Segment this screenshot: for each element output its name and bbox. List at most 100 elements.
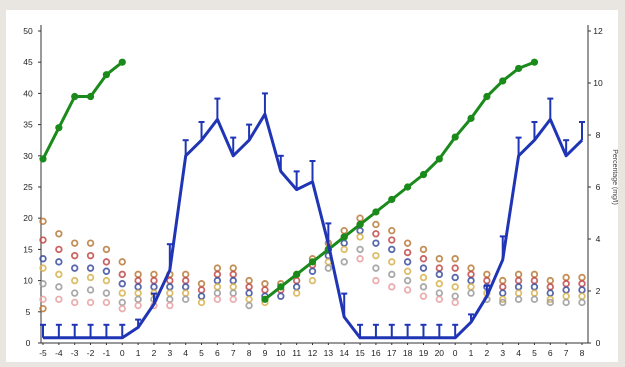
x-tick-label: -2 [87, 348, 95, 358]
scatter-ring-point [213, 270, 222, 279]
scatter-ring-point [39, 255, 47, 263]
scatter-ring-point [451, 255, 459, 263]
scatter-ring-point [229, 283, 237, 291]
x-tick-label: 17 [387, 348, 397, 358]
x-tick-label: 3 [167, 348, 172, 358]
scatter-ring-point [451, 264, 459, 272]
scatter-ring-point [451, 273, 459, 282]
series-marker [372, 208, 380, 216]
scatter-ring-point [467, 283, 475, 291]
series-marker [356, 220, 364, 229]
scatter-ring-point [118, 298, 126, 307]
scatter-ring-point [562, 292, 570, 300]
scatter-ring-point [546, 276, 554, 285]
scatter-ring-point [245, 276, 253, 285]
scatter-ring-point [166, 276, 174, 285]
scatter-ring-point [340, 239, 348, 247]
scatter-ring-point [467, 264, 475, 272]
scatter-ring-point [372, 276, 380, 285]
series-marker [499, 77, 507, 85]
scatter-ring-point [530, 270, 539, 279]
x-tick-label: 0 [120, 348, 125, 358]
scatter-ring-point [213, 295, 222, 304]
x-tick-label: 5 [199, 348, 204, 358]
scatter-ring-point [166, 295, 174, 304]
scatter-ring-point [86, 298, 95, 307]
scatter-ring-point [388, 283, 396, 291]
x-tick-label: 7 [564, 348, 569, 358]
scatter-ring-point [451, 283, 459, 291]
scatter-ring-point [229, 276, 237, 285]
scatter-ring-point [308, 276, 317, 285]
x-tick-label: 4 [516, 348, 521, 358]
scatter-ring-point [39, 295, 47, 304]
scatter-ring-point [546, 295, 554, 304]
scatter-ring-point [546, 283, 554, 291]
scatter-ring-point [213, 276, 222, 285]
right-tick-label: 10 [593, 78, 603, 88]
scatter-ring-point [197, 298, 206, 307]
scatter-ring-point [514, 295, 523, 304]
series-marker [277, 283, 285, 291]
scatter-ring-point [197, 286, 206, 294]
scatter-ring-point [499, 276, 507, 285]
scatter-ring-point [102, 245, 111, 254]
scatter-ring-point [245, 289, 253, 297]
scatter-ring-point [134, 283, 142, 291]
x-tick-label: 14 [339, 348, 349, 358]
scatter-ring-point [499, 289, 507, 297]
scatter-ring-point [467, 270, 475, 279]
scatter-ring-point [356, 233, 364, 241]
series-marker [71, 92, 79, 101]
scatter-ring-point [102, 258, 111, 266]
scatter-ring-point [197, 292, 206, 300]
right-tick-label: 0 [596, 338, 601, 348]
scatter-ring-point [55, 283, 63, 291]
scatter-ring-point [150, 270, 158, 279]
scatter-ring-point [530, 283, 539, 291]
scatter-ring-point [261, 286, 269, 294]
scatter-ring-point [71, 251, 79, 260]
scatter-ring-point [277, 292, 285, 300]
scatter-ring-point [499, 298, 507, 307]
scatter-ring-point [324, 264, 333, 272]
scatter-ring-point [197, 280, 206, 288]
scatter-ring-point [388, 245, 396, 254]
scatter-ring-point [181, 283, 190, 291]
scatter-ring-point [530, 289, 539, 297]
left-tick-label: 15 [23, 244, 33, 254]
scatter-ring-point [514, 276, 523, 285]
series-marker [451, 133, 459, 141]
scatter-ring-point [372, 230, 380, 238]
scatter-ring-point [181, 295, 190, 304]
scatter-ring-point [435, 264, 444, 272]
series-line [41, 61, 124, 160]
scatter-ring-point [261, 280, 269, 288]
scatter-ring-point [562, 280, 570, 288]
scatter-ring-point [213, 283, 222, 291]
right-tick-label: 4 [596, 234, 601, 244]
scatter-ring-point [435, 280, 444, 288]
scatter-ring-point [308, 267, 317, 275]
scatter-ring-point [134, 289, 142, 297]
x-tick-label: 10 [276, 348, 286, 358]
x-tick-label: -1 [103, 348, 111, 358]
series-marker [102, 71, 111, 79]
scatter-ring-point [356, 255, 364, 263]
scatter-ring-point [245, 283, 253, 291]
scatter-ring-point [134, 301, 142, 310]
scatter-ring-point [372, 264, 380, 272]
scatter-ring-point [403, 267, 412, 275]
scatter-ring-point [419, 283, 428, 291]
scatter-ring-point [372, 251, 380, 260]
scatter-ring-point [102, 267, 111, 275]
scatter-ring-point [213, 289, 222, 297]
scatter-ring-point [388, 226, 396, 235]
scatter-ring-point [451, 298, 459, 307]
scatter-ring-point [435, 295, 444, 304]
scatter-ring-point [229, 270, 237, 279]
chart-svg: 05101520253035404550024681012Percentage … [23, 25, 618, 358]
scatter-ring-point [340, 226, 348, 235]
scatter-ring-point [229, 264, 237, 272]
scatter-ring-point [546, 298, 554, 307]
